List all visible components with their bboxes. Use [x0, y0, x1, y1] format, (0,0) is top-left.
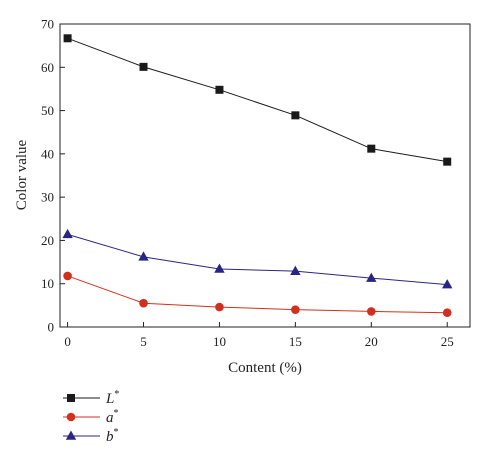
y-tick-label: 50	[41, 103, 54, 118]
data-point	[139, 298, 148, 308]
data-point	[442, 308, 452, 318]
data-point	[291, 111, 300, 120]
y-tick-label: 60	[41, 60, 54, 75]
x-tick-label: 0	[64, 334, 71, 349]
x-tick-label: 20	[365, 334, 378, 349]
data-point	[63, 271, 72, 281]
plot-frame	[59, 23, 471, 328]
data-point	[214, 263, 225, 273]
x-tick-label: 25	[441, 334, 454, 349]
legend: L*a*b*	[63, 389, 119, 445]
data-point	[62, 228, 73, 239]
data-point	[215, 85, 224, 94]
data-point	[290, 265, 301, 275]
data-point	[367, 144, 376, 153]
y-tick-label: 70	[41, 17, 54, 32]
data-point	[63, 34, 72, 43]
y-tick-label: 30	[41, 190, 54, 205]
y-axis-title: Color value	[14, 139, 30, 210]
y-tick-label: 0	[48, 320, 55, 335]
data-point	[215, 302, 224, 312]
legend-item-l: L*	[63, 389, 119, 407]
data-point	[443, 157, 452, 166]
data-point	[138, 251, 149, 261]
legend-label: L*	[105, 389, 119, 407]
x-tick-label: 5	[140, 334, 147, 349]
legend-item-a: a*	[63, 408, 119, 426]
legend-marker	[66, 412, 76, 422]
legend-label: b*	[106, 427, 119, 445]
y-tick-label: 40	[41, 146, 54, 161]
data-point	[366, 272, 377, 282]
data-point	[442, 279, 453, 289]
legend-marker	[67, 394, 75, 402]
series-line	[67, 233, 448, 286]
series-layer	[62, 34, 453, 318]
series-line	[67, 275, 448, 314]
series-b	[62, 228, 453, 289]
data-point	[366, 307, 376, 316]
legend-label: a*	[106, 408, 119, 426]
data-point	[139, 62, 148, 71]
series-a	[63, 271, 452, 318]
series-l	[63, 34, 452, 166]
data-point	[291, 305, 300, 314]
series-line	[67, 37, 448, 163]
x-tick-label: 10	[213, 334, 226, 349]
y-tick-label: 20	[41, 233, 54, 248]
legend-item-b: b*	[63, 427, 119, 445]
x-tick-label: 15	[289, 334, 302, 349]
legend-marker	[65, 430, 77, 440]
y-tick-label: 10	[41, 276, 54, 291]
axis-ticks: 0 5 10 15 20 25 0 10 20 30 40 50 60 70	[41, 17, 454, 350]
x-axis-title: Content (%)	[228, 360, 302, 376]
